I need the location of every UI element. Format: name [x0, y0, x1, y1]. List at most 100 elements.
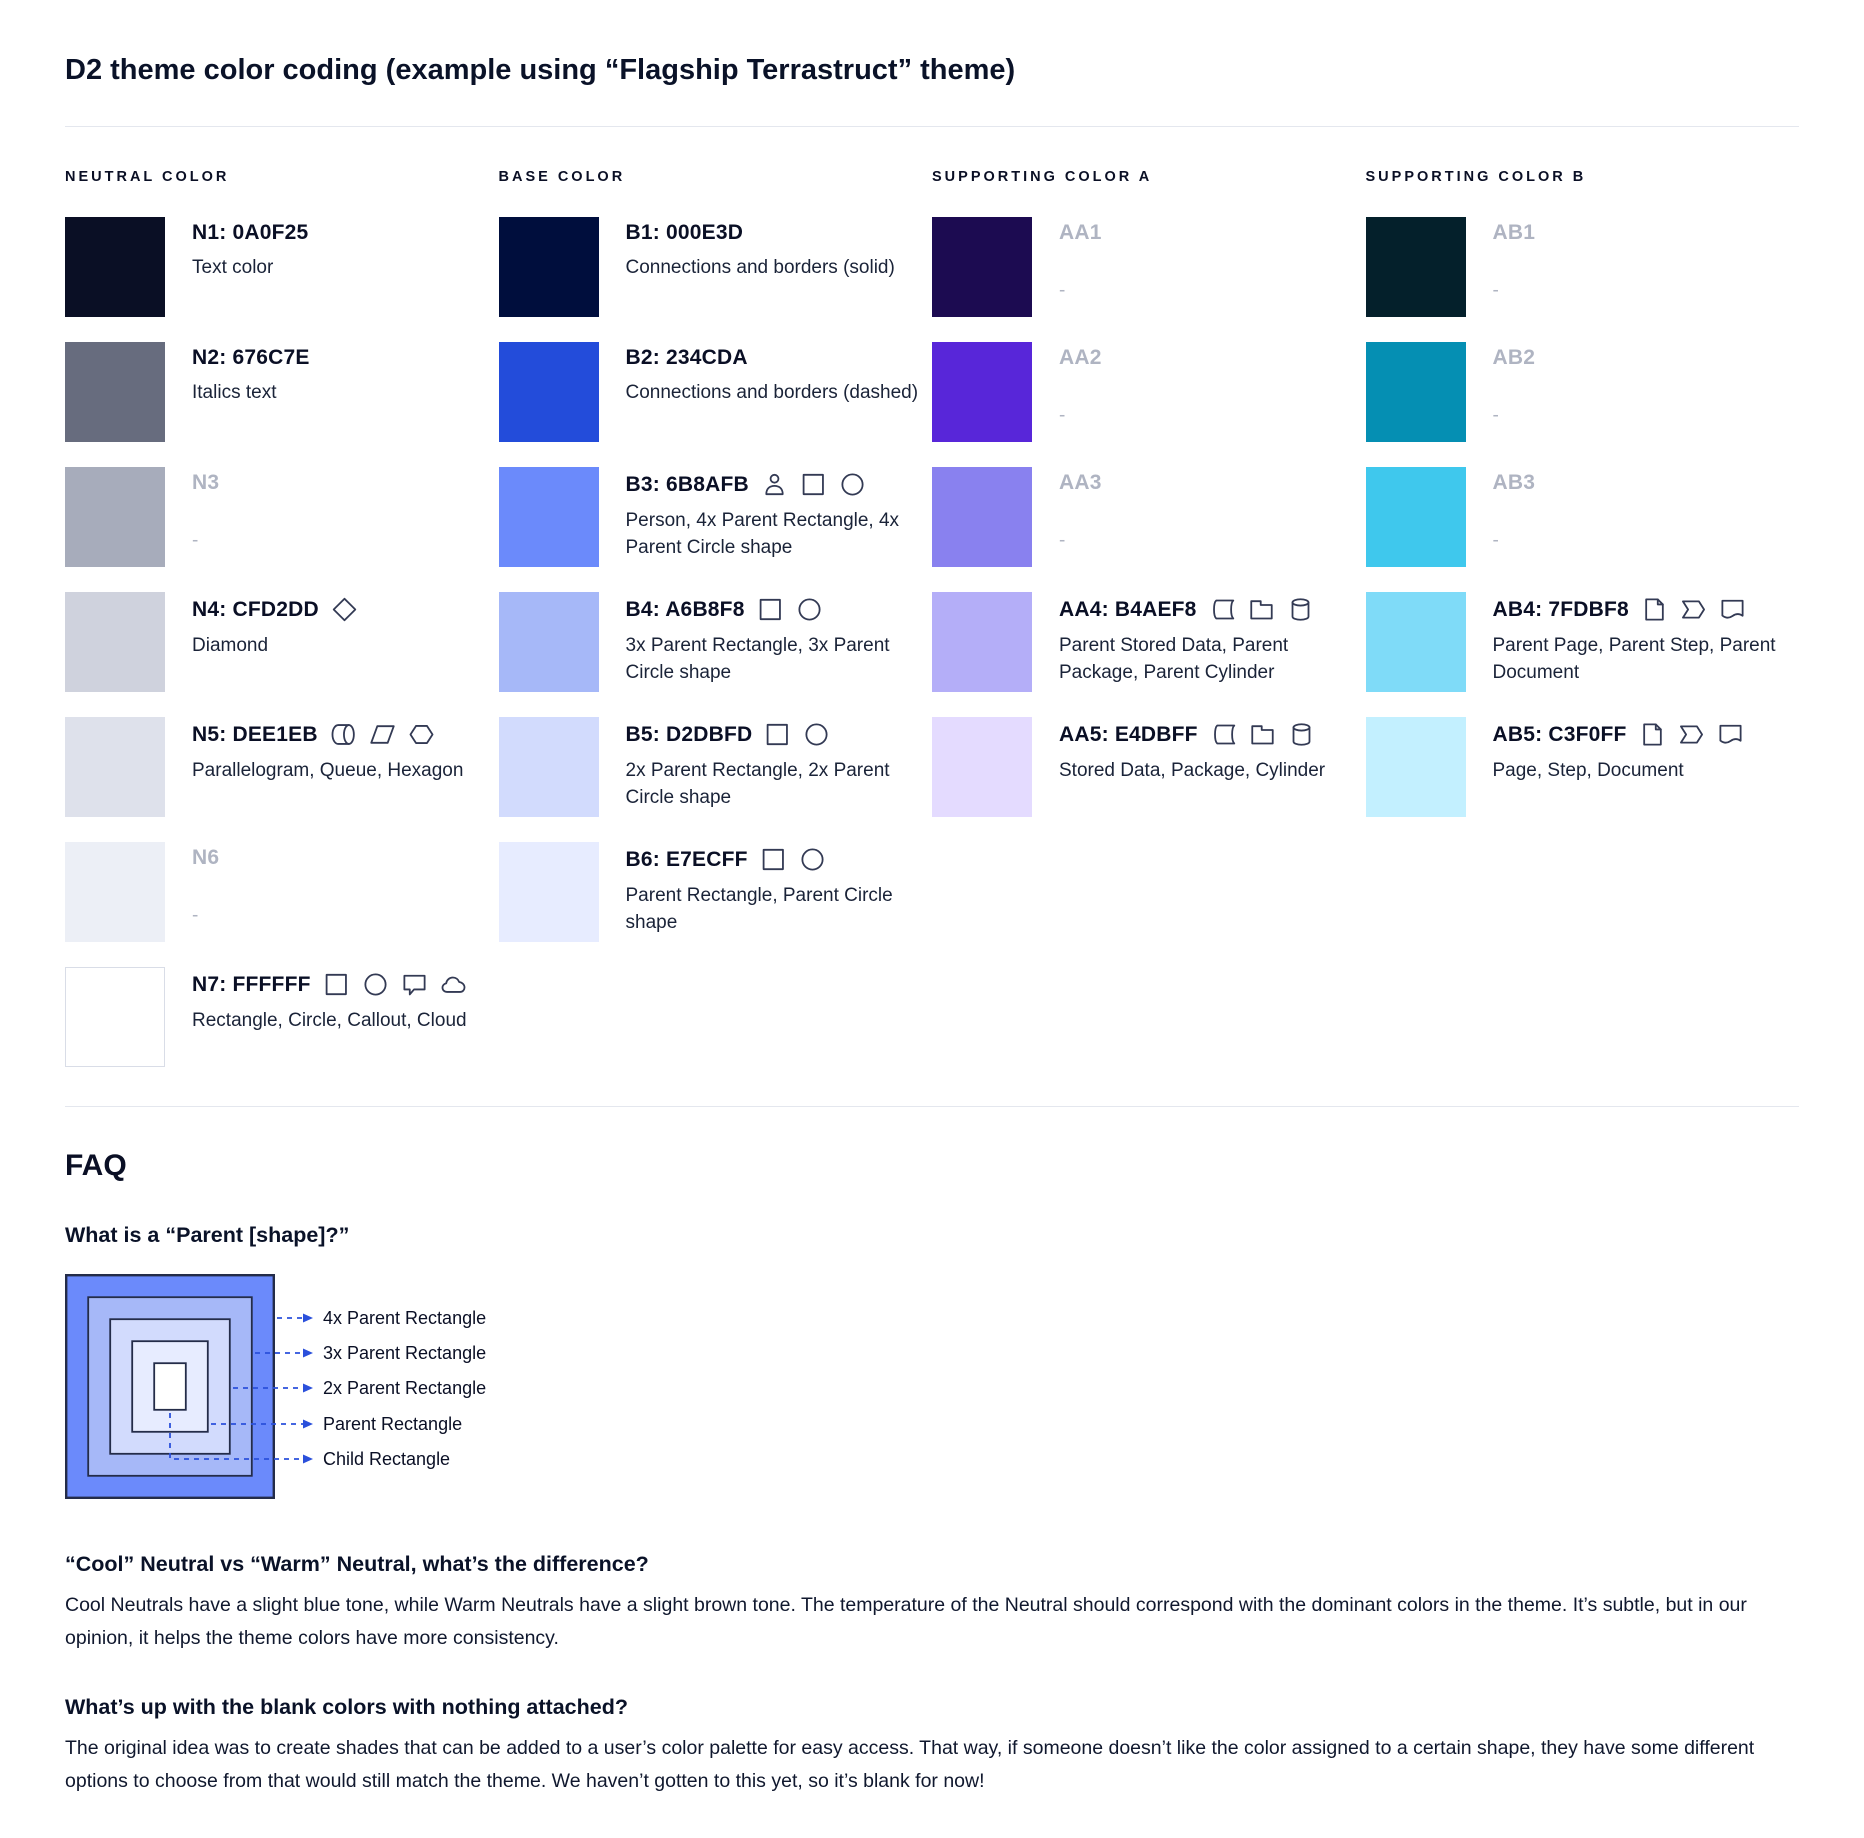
palette-row: N3 -	[65, 467, 499, 567]
color-swatch	[932, 467, 1032, 567]
swatch-code: AB1	[1492, 221, 1536, 244]
swatch-info: B1: 000E3D Connections and borders (solid…	[626, 217, 933, 317]
diagram-rect-level-5	[153, 1362, 187, 1411]
page-icon	[1641, 596, 1668, 623]
parent-shape-diagram: 4x Parent Rectangle 3x Parent Rectangle 2x…	[65, 1274, 765, 1512]
swatch-info: AB4: 7FDBF8 Parent Page, Parent Step, Par…	[1493, 592, 1800, 692]
color-swatch	[932, 217, 1032, 317]
circle-icon	[799, 846, 826, 873]
person-icon	[761, 471, 788, 498]
swatch-desc: -	[1492, 530, 1499, 551]
circle-icon	[362, 971, 389, 998]
faq-question-cool-vs-warm: “Cool” Neutral vs “Warm” Neutral, what’s…	[65, 1552, 649, 1576]
swatch-info: B4: A6B8F8 3x Parent Rectangle, 3x Parent…	[626, 592, 933, 692]
document-icon	[1719, 596, 1746, 623]
swatch-info: AA5: E4DBFF Stored Data, Package, Cylinde…	[1059, 717, 1366, 817]
swatch-desc: 3x Parent Rectangle, 3x Parent Circle sh…	[625, 635, 890, 683]
color-swatch	[1365, 342, 1466, 442]
column-header: SUPPORTING COLOR A	[932, 169, 1153, 185]
swatch-desc: -	[1059, 405, 1066, 426]
swatch-code: AA1	[1059, 221, 1102, 244]
page-icon	[1639, 721, 1666, 748]
package-icon	[1248, 596, 1275, 623]
rectangle-icon	[800, 471, 827, 498]
palette-row: B2: 234CDA Connections and borders (dashe…	[498, 342, 933, 442]
swatch-code: B4: A6B8F8	[625, 597, 745, 621]
swatch-info: AB2 -	[1493, 342, 1800, 442]
hexagon-icon	[408, 721, 435, 748]
stored-data-icon	[1209, 596, 1236, 623]
swatch-code: N7: FFFFFF	[192, 972, 311, 996]
step-icon	[1678, 721, 1705, 748]
circle-icon	[796, 596, 823, 623]
swatch-desc: Connections and borders (solid)	[625, 257, 895, 278]
swatch-info: N1: 0A0F25 Text color	[192, 217, 499, 317]
swatch-desc: Rectangle, Circle, Callout, Cloud	[192, 1010, 467, 1031]
palette-row: AA4: B4AEF8 Parent Stored Data, Parent Pa…	[932, 592, 1366, 692]
swatch-code: B5: D2DBFD	[625, 722, 753, 746]
swatch-code: N6	[192, 846, 220, 869]
swatch-code: B1: 000E3D	[625, 221, 744, 244]
dashed-arrow-5	[169, 1413, 303, 1460]
cylinder-icon	[1287, 596, 1314, 623]
arrowhead-icon	[303, 1454, 313, 1464]
swatch-code: N2: 676C7E	[192, 346, 310, 369]
swatch-info: B5: D2DBFD 2x Parent Rectangle, 2x Parent…	[626, 717, 933, 817]
palette-row: AA5: E4DBFF Stored Data, Package, Cylinde…	[932, 717, 1366, 817]
swatch-code: AB4: 7FDBF8	[1492, 597, 1629, 621]
arrowhead-icon	[303, 1313, 313, 1323]
swatch-info: B2: 234CDA Connections and borders (dashe…	[626, 342, 933, 442]
swatch-code: AA3	[1059, 471, 1102, 494]
swatch-desc: Person, 4x Parent Rectangle, 4x Parent C…	[625, 510, 900, 558]
diagram-label: Child Rectangle	[323, 1449, 451, 1469]
faq-question-parent-shape: What is a “Parent [shape]?”	[65, 1223, 350, 1247]
color-swatch	[65, 967, 165, 1067]
swatch-desc: Text color	[192, 257, 274, 278]
palette-row: AB4: 7FDBF8 Parent Page, Parent Step, Par…	[1365, 592, 1800, 692]
swatch-code: N4: CFD2DD	[192, 597, 319, 621]
swatch-info: AB5: C3F0FF Page, Step, Document	[1493, 717, 1800, 817]
palette-row: B5: D2DBFD 2x Parent Rectangle, 2x Parent…	[498, 717, 933, 817]
arrowhead-icon	[303, 1348, 313, 1358]
color-swatch	[932, 717, 1032, 817]
swatch-code: AB5: C3F0FF	[1492, 722, 1627, 746]
palette-row: N2: 676C7E Italics text	[65, 342, 499, 442]
palette-row: N6 -	[65, 842, 499, 942]
color-swatch	[65, 842, 165, 942]
swatch-desc: Connections and borders (dashed)	[625, 382, 919, 403]
swatch-desc: Page, Step, Document	[1492, 760, 1684, 781]
swatch-code: AB3	[1492, 471, 1536, 494]
color-swatch	[65, 467, 165, 567]
swatch-desc: Parent Rectangle, Parent Circle shape	[625, 885, 893, 933]
document-icon	[1717, 721, 1744, 748]
swatch-desc: Parallelogram, Queue, Hexagon	[192, 760, 464, 781]
swatch-info: AA2 -	[1059, 342, 1366, 442]
circle-icon	[839, 471, 866, 498]
swatch-info: AB3 -	[1493, 467, 1800, 567]
palette-row: N5: DEE1EB Parallelogram, Queue, Hexagon	[65, 717, 499, 817]
swatch-code: N3	[192, 471, 220, 494]
color-swatch	[1365, 717, 1466, 817]
palette-column-2: BASE COLOR B1: 000E3D Connections and bord…	[498, 169, 933, 1092]
circle-icon	[803, 721, 830, 748]
swatch-info: AA1 -	[1059, 217, 1366, 317]
swatch-info: N3 -	[192, 467, 499, 567]
palette-row: N7: FFFFFF Rectangle, Circle, Callout, Cl…	[65, 967, 499, 1067]
palette-column-3: SUPPORTING COLOR A AA1 - AA2 - AA3 - AA4: B4AEF…	[932, 169, 1366, 1092]
palette-row: B4: A6B8F8 3x Parent Rectangle, 3x Parent…	[498, 592, 933, 692]
swatch-code: B3: 6B8AFB	[625, 472, 749, 496]
swatch-info: N6 -	[192, 842, 499, 942]
palette: NEUTRAL COLOR N1: 0A0F25 Text color N2: 676…	[65, 127, 1799, 1106]
faq-question-blank-colors: What’s up with the blank colors with not…	[65, 1695, 628, 1719]
diagram-label: Parent Rectangle	[323, 1414, 463, 1434]
swatch-desc: -	[192, 905, 199, 926]
swatch-info: B3: 6B8AFB Person, 4x Parent Rectangle, 4…	[626, 467, 933, 567]
swatch-desc: Italics text	[192, 382, 277, 403]
swatch-desc: -	[1492, 280, 1499, 301]
column-header: NEUTRAL COLOR	[65, 169, 230, 185]
faq-heading: FAQ	[65, 1149, 127, 1182]
swatch-info: N2: 676C7E Italics text	[192, 342, 499, 442]
color-swatch	[65, 717, 165, 817]
divider-top	[65, 126, 1799, 127]
